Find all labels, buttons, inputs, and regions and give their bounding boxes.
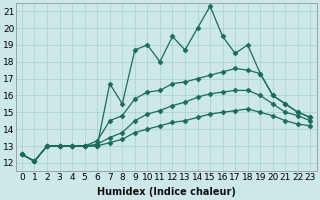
X-axis label: Humidex (Indice chaleur): Humidex (Indice chaleur) [97, 187, 236, 197]
